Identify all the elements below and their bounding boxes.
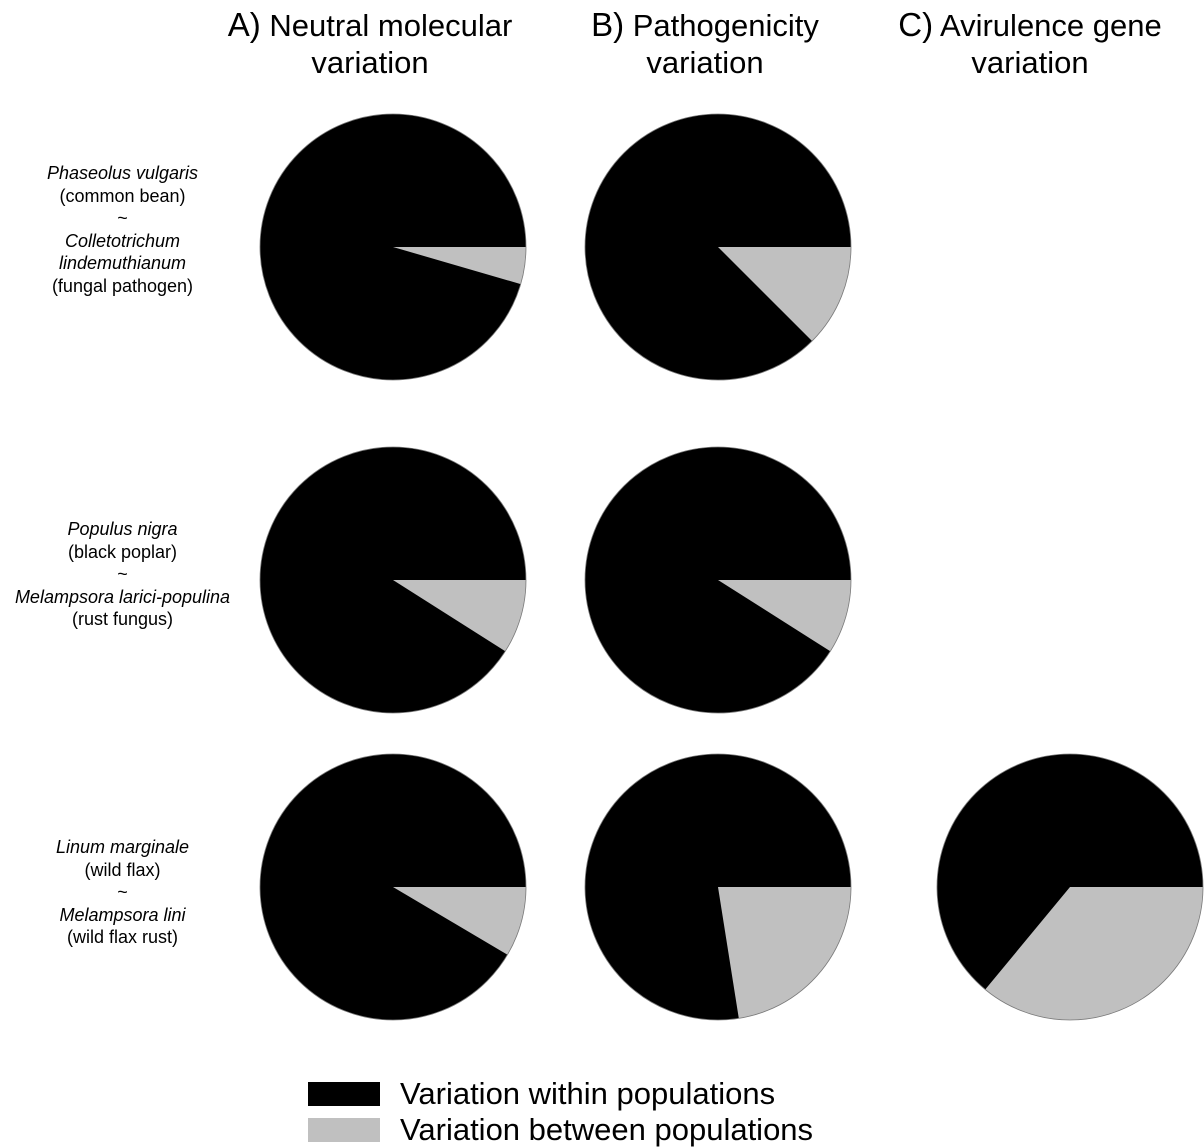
column-letter: B) [591,6,625,43]
column-header-b: B) Pathogenicity variation [540,6,870,81]
pathogen-common-name: (wild flax rust) [66,927,178,947]
pie-r1-a [259,113,527,381]
column-title-line1: Pathogenicity [632,8,819,43]
pie-r1-b [584,113,852,381]
host-name: Phaseolus vulgaris [46,163,199,183]
host-common-name: (wild flax) [84,859,161,880]
pie-r3-c [936,753,1204,1021]
pie-outline [259,113,527,381]
pie-slice-between [718,580,851,652]
pie-slice-between [718,247,851,342]
pie-r3-b [584,753,852,1021]
pie-slice-between [718,887,851,1019]
row-separator: ~ [117,882,128,902]
pathogen-name: Colletotrichum [64,230,181,251]
pie-slice-between [393,887,526,955]
pie-outline [259,446,527,714]
pie-slice-between [393,247,526,285]
row-label-common-bean: Phaseolus vulgaris (common bean) ~ Colle… [0,162,245,297]
row-separator: ~ [117,208,128,228]
column-title-line1: Neutral molecular [269,8,513,43]
legend-label-within: Variation within populations [400,1076,776,1111]
host-common-name: (common bean) [59,185,186,206]
row-separator: ~ [117,564,128,584]
pathogen-name-line2: lindemuthianum [58,253,187,273]
pie-outline [259,753,527,1021]
pie-outline [584,753,852,1021]
pathogen-name: Melampsora lini [59,904,186,925]
pie-outline [936,753,1204,1021]
column-title-line1: Avirulence gene [939,8,1162,43]
column-letter: C) [898,6,934,43]
column-header-a: A) Neutral molecular variation [205,6,535,81]
column-title-line2: variation [971,45,1089,80]
column-header-c: C) Avirulence gene variation [865,6,1195,81]
host-name: Populus nigra [67,519,178,539]
pie-r3-a [259,753,527,1021]
row-label-wild-flax: Linum marginale (wild flax) ~ Melampsora… [0,836,245,949]
row-label-black-poplar: Populus nigra (black poplar) ~ Melampsor… [0,518,245,631]
column-title-line2: variation [646,45,764,80]
pathogen-common-name: (rust fungus) [71,609,174,629]
pie-r2-b [584,446,852,714]
pie-r2-a [259,446,527,714]
pathogen-name: Melampsora larici-populina [14,586,231,607]
pie-outline [584,446,852,714]
legend-swatch-within [308,1082,380,1106]
pie-outline [584,113,852,381]
legend-label-between: Variation between populations [400,1112,814,1147]
host-name: Linum marginale [55,837,190,857]
legend-swatch-between [308,1118,380,1142]
pie-slice-between [985,887,1203,1021]
pathogen-common-name: (fungal pathogen) [51,275,194,296]
pie-slice-between [393,580,527,652]
host-common-name: (black poplar) [67,541,178,562]
column-title-line2: variation [311,45,429,80]
column-letter: A) [227,6,261,43]
